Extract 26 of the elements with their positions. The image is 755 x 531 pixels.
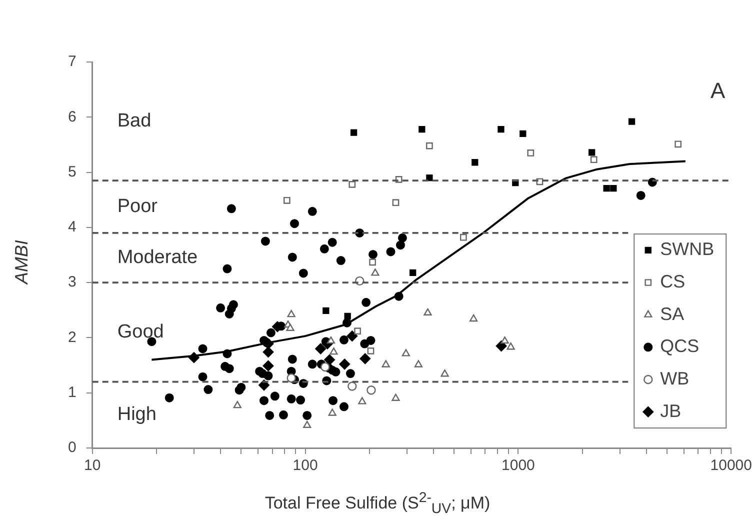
annotation: Moderate	[117, 246, 198, 268]
y-tick-label: 3	[68, 274, 76, 291]
y-tick-label: 6	[68, 108, 76, 126]
x-tick-label: 1000	[502, 457, 535, 474]
annotation: A	[710, 78, 726, 104]
legend-label: SA	[660, 304, 684, 324]
y-tick-label: 0	[68, 439, 76, 456]
annotation: High	[117, 404, 156, 426]
y-tick-label: 7	[68, 53, 76, 70]
x-tick-label: 10	[84, 457, 101, 474]
y-tick-label: 4	[68, 218, 76, 236]
legend-label: JB	[660, 400, 682, 421]
x-tick-label: 10000	[710, 457, 752, 474]
annotation: Good	[117, 321, 164, 342]
x-tick-label: 100	[292, 457, 318, 474]
y-tick-label: 5	[68, 163, 76, 180]
legend-label: CS	[660, 271, 686, 292]
legend-label: QCS	[660, 336, 700, 356]
annotation: Bad	[117, 110, 152, 132]
legend-label: WB	[660, 368, 690, 388]
y-tick-label: 1	[68, 384, 76, 401]
x-axis-title: Total Free Sulfide (S$^{2-}$$_{UV}$; μM)	[264, 490, 492, 518]
annotation: Poor	[117, 196, 158, 217]
y-tick-label: 2	[68, 328, 76, 346]
y-axis-title: AMBI	[12, 240, 32, 284]
legend-label: SWNB	[660, 239, 714, 260]
